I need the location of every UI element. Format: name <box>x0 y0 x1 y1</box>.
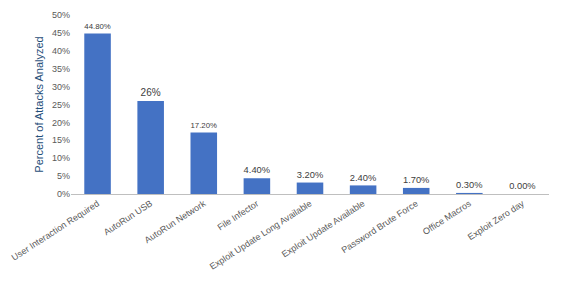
svg-text:File Infector: File Infector <box>216 198 261 232</box>
svg-text:Password Brute Force: Password Brute Force <box>340 198 420 255</box>
svg-text:45%: 45% <box>52 28 70 38</box>
svg-text:30%: 30% <box>52 82 70 92</box>
svg-text:AutoRun Network: AutoRun Network <box>143 198 208 245</box>
svg-text:Percent of Attacks Analyzed: Percent of Attacks Analyzed <box>33 36 45 172</box>
svg-text:0%: 0% <box>57 189 70 199</box>
svg-text:17.20%: 17.20% <box>191 121 218 130</box>
svg-text:5%: 5% <box>57 171 70 181</box>
svg-text:10%: 10% <box>52 153 70 163</box>
svg-text:Office Macros: Office Macros <box>421 198 473 237</box>
svg-text:15%: 15% <box>52 135 70 145</box>
svg-text:35%: 35% <box>52 64 70 74</box>
svg-text:40%: 40% <box>52 46 70 56</box>
svg-text:0.00%: 0.00% <box>509 181 535 191</box>
svg-text:50%: 50% <box>52 10 70 20</box>
svg-text:0.30%: 0.30% <box>456 180 482 190</box>
svg-text:1.70%: 1.70% <box>403 175 429 185</box>
svg-text:44.80%: 44.80% <box>84 22 111 31</box>
svg-text:Exploit Update Long Available: Exploit Update Long Available <box>208 198 314 271</box>
svg-text:25%: 25% <box>52 100 70 110</box>
svg-text:4.40%: 4.40% <box>244 165 270 175</box>
svg-text:3.20%: 3.20% <box>297 170 323 180</box>
svg-text:Exploit Zero day: Exploit Zero day <box>466 198 526 242</box>
svg-text:2.40%: 2.40% <box>350 173 376 183</box>
svg-text:26%: 26% <box>141 87 161 98</box>
svg-text:20%: 20% <box>52 118 70 128</box>
svg-text:User Interaction Required: User Interaction Required <box>10 198 101 262</box>
svg-text:AutoRun USB: AutoRun USB <box>102 198 154 237</box>
svg-text:Exploit Update Available: Exploit Update Available <box>280 198 367 259</box>
